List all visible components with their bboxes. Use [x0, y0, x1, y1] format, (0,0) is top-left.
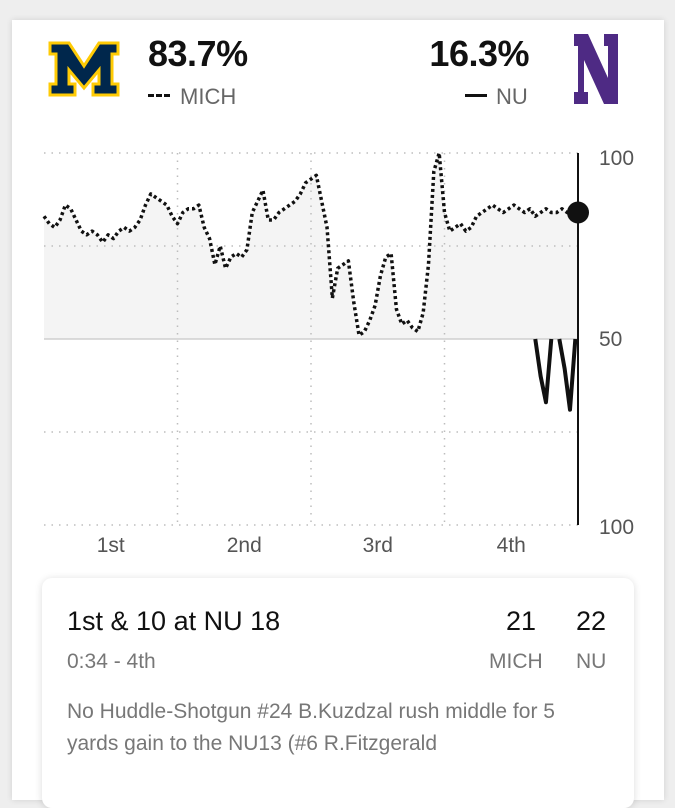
current-probability-marker — [567, 201, 589, 224]
y-tick-label: 50 — [599, 328, 622, 351]
play-detail-card: 1st & 10 at NU 18 0:34 - 4th 21 22 MICH … — [42, 578, 634, 808]
home-score: 21 — [506, 606, 537, 636]
michigan-block-m-logo — [48, 41, 120, 97]
home-score-label: MICH — [489, 650, 543, 673]
northwestern-n-logo — [574, 34, 618, 104]
home-win-probability: 83.7% — [148, 33, 248, 74]
x-tick-label: 4th — [497, 534, 526, 557]
game-clock: 0:34 - 4th — [67, 650, 156, 673]
away-score-label: NU — [576, 650, 607, 673]
down-and-distance: 1st & 10 at NU 18 — [67, 606, 281, 636]
away-score: 22 — [576, 606, 607, 636]
series-line-nu — [533, 338, 554, 405]
x-tick-label: 3rd — [363, 534, 393, 557]
series-line-nu — [557, 338, 578, 412]
series-line-mich — [42, 151, 578, 338]
home-team-abbr: MICH — [180, 84, 237, 109]
x-tick-label: 1st — [97, 534, 125, 557]
away-team-abbr: NU — [496, 84, 528, 109]
play-description: No Huddle-Shotgun #24 B.Kuzdzal rush mid… — [67, 700, 555, 755]
win-probability-chart: 100 50 100 1st 2nd 3rd 4th — [42, 147, 634, 557]
y-tick-label: 100 — [599, 147, 634, 170]
x-tick-label: 2nd — [227, 534, 262, 557]
area-fill — [44, 153, 578, 339]
home-legend-dotted-icon — [148, 94, 170, 97]
away-win-probability: 16.3% — [429, 33, 529, 74]
y-tick-label: 100 — [599, 516, 634, 539]
away-legend-solid-icon — [465, 94, 487, 97]
